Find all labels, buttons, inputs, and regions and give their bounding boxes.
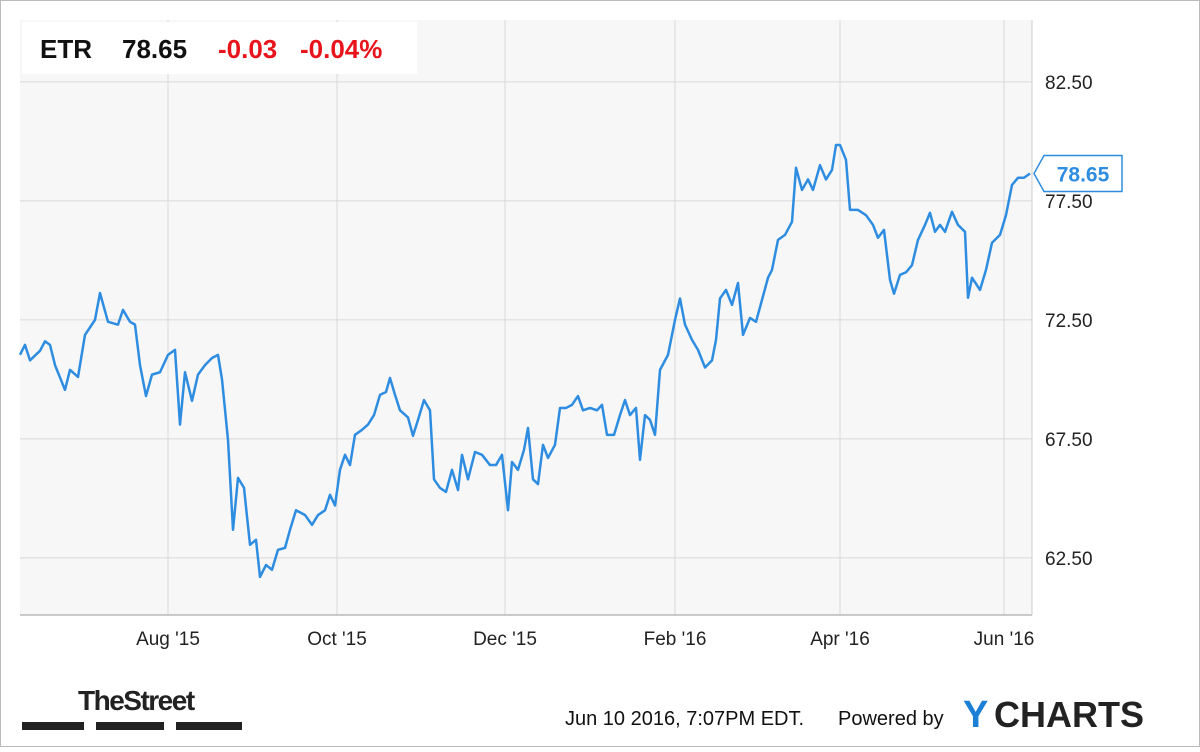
y-tick-label: 72.50 bbox=[1045, 311, 1093, 332]
x-tick-label: Jun '16 bbox=[974, 629, 1035, 650]
y-tick-label: 67.50 bbox=[1045, 430, 1093, 451]
series bbox=[18, 143, 1031, 579]
x-tick-label: Dec '15 bbox=[473, 629, 537, 650]
y-tick-label: 77.50 bbox=[1045, 192, 1093, 213]
logo-y: Y bbox=[963, 694, 988, 736]
brand-bar bbox=[96, 722, 164, 730]
plot-area bbox=[20, 20, 1032, 615]
y-tick-label: 82.50 bbox=[1045, 73, 1093, 94]
change: -0.03 bbox=[218, 34, 277, 64]
timestamp: Jun 10 2016, 7:07PM EDT. bbox=[565, 708, 804, 730]
price: 78.65 bbox=[122, 34, 187, 64]
brand: TheStreet bbox=[78, 685, 195, 716]
brand-bar bbox=[176, 722, 242, 730]
x-tick-label: Aug '15 bbox=[136, 629, 200, 650]
header-box bbox=[22, 22, 417, 74]
brand-bar bbox=[22, 722, 84, 730]
last-value-label: 78.65 bbox=[1057, 164, 1110, 187]
price-line bbox=[18, 143, 1031, 579]
change-pct: -0.04% bbox=[300, 34, 382, 64]
ticker: ETR bbox=[40, 34, 92, 64]
x-tick-label: Feb '16 bbox=[644, 629, 707, 650]
logo-rest: CHARTS bbox=[994, 694, 1144, 735]
x-tick-label: Oct '15 bbox=[307, 629, 367, 650]
last-value-flag: 78.65 bbox=[1033, 154, 1123, 193]
flag-box bbox=[1033, 154, 1123, 193]
y-tick-label: 62.50 bbox=[1045, 549, 1093, 570]
powered-by: Powered by bbox=[838, 708, 944, 730]
brand-logo: TheStreet bbox=[22, 685, 242, 730]
x-tick-label: Apr '16 bbox=[810, 629, 870, 650]
